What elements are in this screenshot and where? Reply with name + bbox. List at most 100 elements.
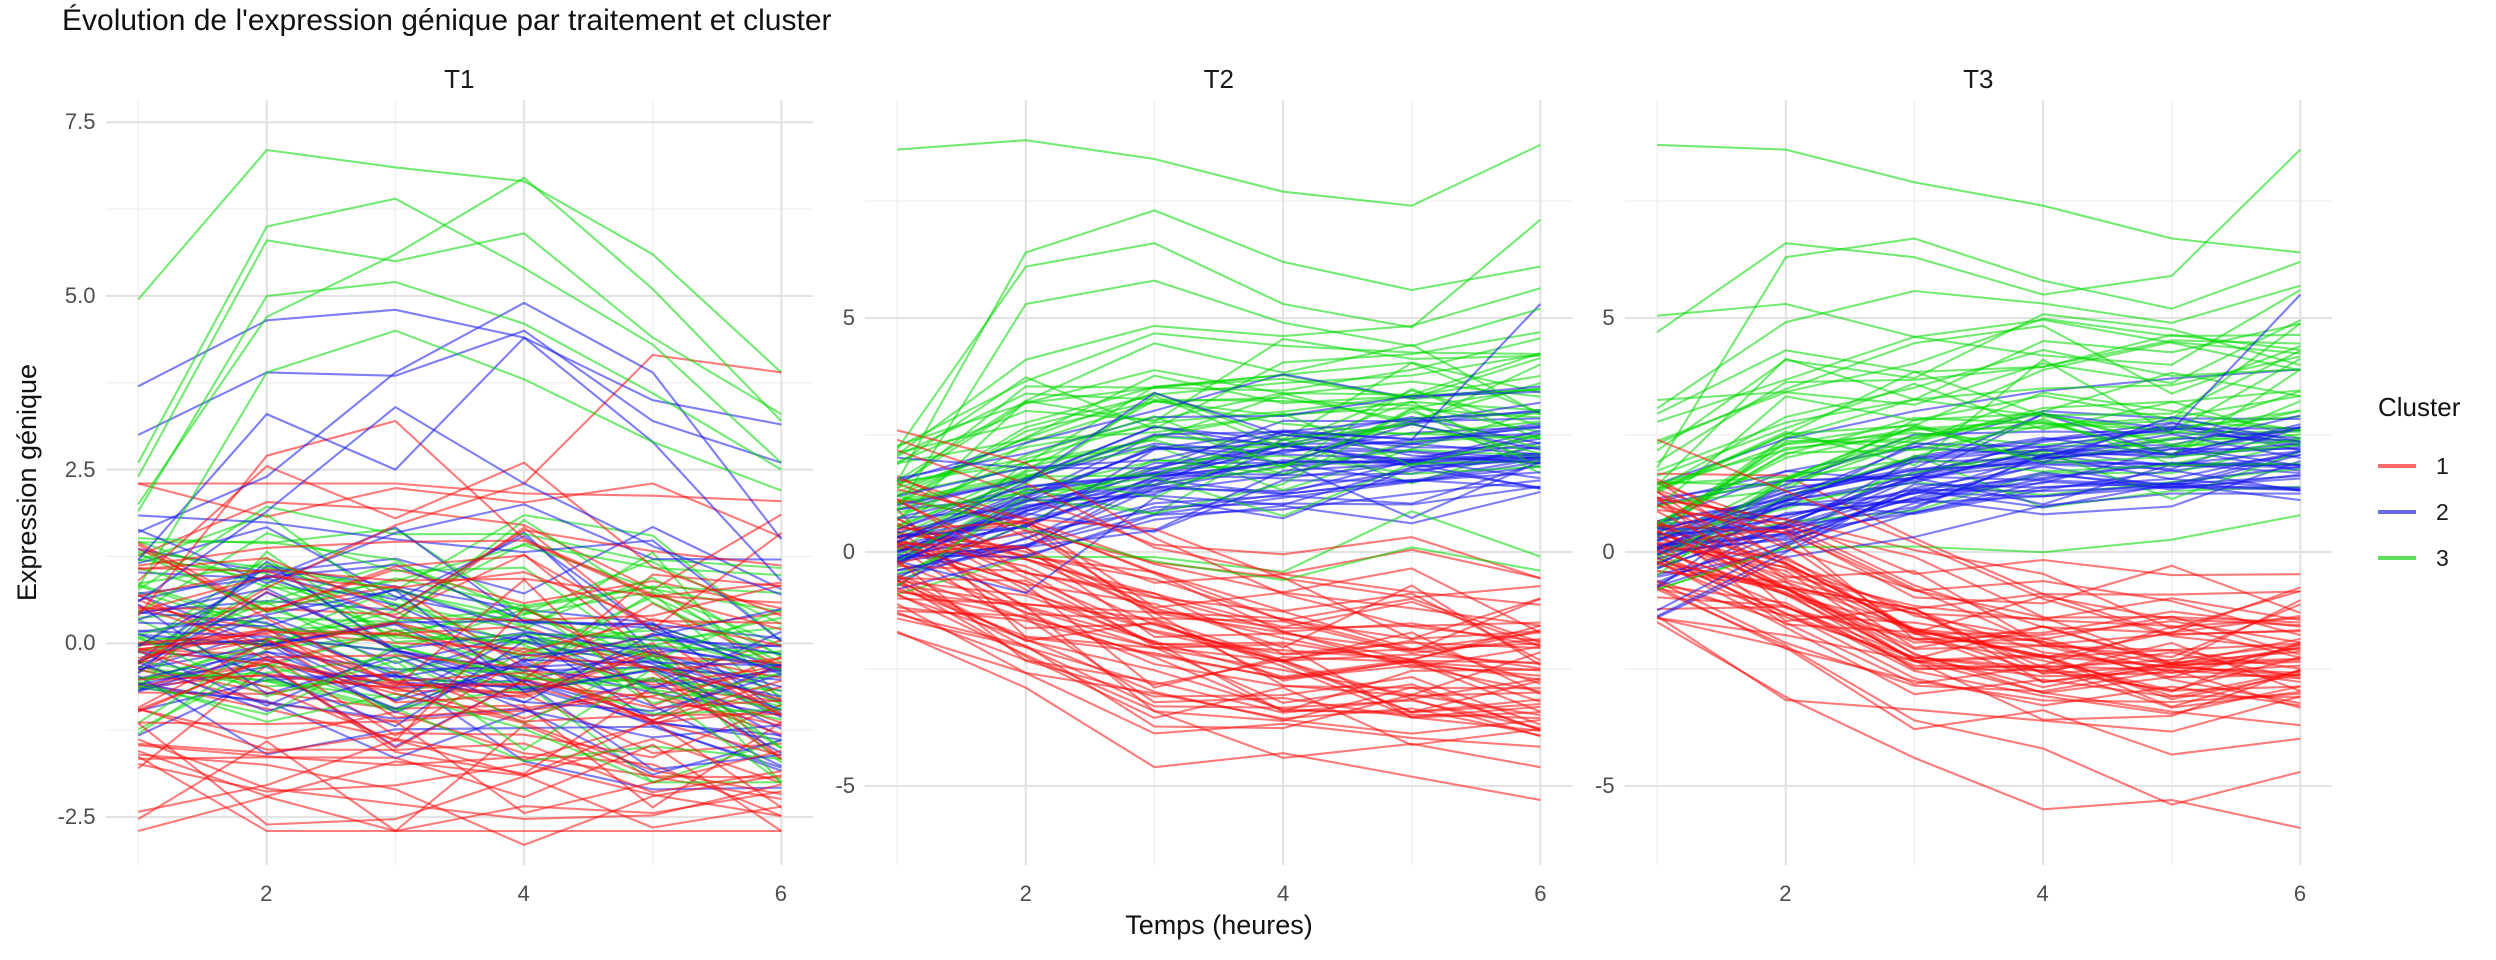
chart-line-cluster-1 [896, 530, 1541, 696]
facet-panel-t1 [105, 100, 813, 865]
chart-line-cluster-3 [1656, 430, 2300, 491]
chart-line-cluster-1 [896, 630, 1541, 802]
chart-line-cluster-3 [896, 352, 1541, 463]
y-tick-label: 2.5 [64, 456, 96, 482]
chart-line-cluster-1 [1656, 504, 2301, 644]
facet-strip-t3: T3 [1963, 64, 1994, 94]
chart-line-cluster-1 [137, 607, 782, 760]
chart-line-cluster-3 [1656, 324, 2301, 445]
chart-line-cluster-1 [1656, 531, 2300, 646]
chart-line-cluster-1 [137, 719, 782, 826]
chart-line-cluster-1 [1656, 560, 2300, 675]
chart-line-cluster-1 [896, 429, 1541, 642]
chart-line-cluster-1 [896, 575, 1541, 718]
chart-line-cluster-1 [1656, 560, 2301, 698]
chart-line-cluster-1 [137, 762, 781, 818]
facet-panel-t2 [865, 100, 1573, 865]
facet-strip-t1: T1 [444, 64, 475, 94]
chart-line-cluster-2 [1656, 492, 2300, 619]
legend-item-label: 2 [2436, 498, 2449, 525]
chart-line-cluster-1 [137, 566, 782, 622]
chart-line-cluster-1 [137, 708, 782, 817]
chart-line-cluster-3 [1656, 148, 2301, 333]
chart-line-cluster-1 [1656, 615, 2301, 733]
chart-line-cluster-3 [897, 139, 1541, 207]
chart-line-cluster-3 [1656, 319, 2301, 442]
chart-line-cluster-2 [896, 437, 1541, 542]
chart-line-cluster-3 [896, 357, 1541, 454]
chart-line-cluster-1 [137, 482, 781, 503]
chart-line-cluster-2 [896, 431, 1541, 498]
chart-line-cluster-2 [137, 406, 782, 603]
chart-line-cluster-1 [896, 611, 1541, 738]
chart-line-cluster-1 [137, 658, 781, 796]
chart-line-cluster-3 [1656, 358, 2301, 492]
chart-line-cluster-2 [1656, 473, 2300, 550]
chart-line-cluster-1 [896, 529, 1541, 653]
y-tick-label: 0 [1602, 538, 1615, 564]
chart-line-cluster-3 [136, 148, 782, 374]
chart-line-cluster-1 [137, 720, 782, 815]
y-tick-label: 7.5 [64, 109, 96, 135]
chart-line-cluster-2 [1656, 426, 2301, 547]
cluster-1-line-swatch-icon [2378, 464, 2416, 468]
chart-line-cluster-1 [1656, 490, 2300, 624]
chart-line-cluster-1 [137, 795, 781, 833]
chart-line-cluster-3 [137, 663, 781, 763]
legend-item-label: 3 [2436, 544, 2449, 571]
chart-line-cluster-1 [137, 750, 781, 829]
chart-line-cluster-1 [137, 353, 781, 666]
chart-line-cluster-2 [896, 423, 1541, 534]
chart-line-cluster-2 [136, 336, 782, 582]
chart-line-cluster-1 [1656, 530, 2301, 678]
chart-line-cluster-3 [136, 232, 782, 478]
chart-line-cluster-1 [137, 633, 782, 722]
chart-line-cluster-3 [1656, 368, 2301, 485]
chart-line-cluster-1 [896, 542, 1541, 666]
x-tick-label: 6 [774, 881, 787, 906]
chart-line-cluster-2 [137, 563, 782, 676]
chart-line-cluster-2 [137, 651, 782, 703]
chart-line-cluster-1 [137, 648, 781, 749]
chart-line-cluster-3 [896, 494, 1541, 582]
chart-line-cluster-2 [1656, 415, 2301, 542]
y-tick-label: -2.5 [57, 804, 96, 830]
chart-line-cluster-2 [897, 479, 1541, 559]
chart-line-cluster-3 [1656, 417, 2301, 557]
chart-line-cluster-2 [137, 615, 781, 741]
chart-line-cluster-1 [137, 571, 781, 625]
chart-line-cluster-3 [1656, 425, 2300, 564]
chart-line-cluster-1 [137, 543, 782, 727]
legend-item-label: 1 [2436, 452, 2449, 479]
chart-line-cluster-1 [896, 593, 1541, 769]
legend-title: Cluster [2378, 392, 2461, 422]
chart-line-cluster-1 [137, 753, 781, 846]
chart-line-cluster-1 [896, 488, 1541, 634]
chart-line-cluster-3 [136, 176, 782, 505]
chart-line-cluster-3 [137, 562, 781, 655]
chart-line-cluster-3 [1656, 333, 2301, 464]
chart-line-cluster-3 [137, 544, 781, 613]
chart-line-cluster-3 [896, 332, 1541, 449]
chart-line-cluster-1 [1656, 621, 2301, 830]
chart-line-cluster-3 [1656, 357, 2301, 536]
y-tick-label: 5 [842, 305, 855, 331]
x-axis-title: Temps (heures) [1125, 910, 1313, 940]
chart-line-cluster-3 [896, 460, 1541, 587]
chart-line-cluster-1 [897, 498, 1541, 655]
chart-line-cluster-1 [897, 579, 1541, 713]
chart-line-cluster-1 [1656, 497, 2300, 577]
chart-line-cluster-3 [1656, 382, 2300, 477]
chart-line-cluster-3 [1656, 289, 2301, 366]
chart-line-cluster-3 [1656, 143, 2301, 254]
y-tick-label: 0.0 [64, 630, 96, 656]
chart-line-cluster-1 [137, 627, 782, 717]
chart-line-cluster-2 [896, 303, 1542, 539]
chart-line-cluster-1 [137, 666, 782, 723]
chart-line-cluster-1 [137, 681, 781, 761]
y-tick-label: -5 [1595, 772, 1615, 798]
x-tick-label: 2 [1779, 881, 1792, 906]
chart-line-cluster-3 [896, 209, 1541, 483]
chart-line-cluster-3 [1656, 412, 2300, 577]
chart-line-cluster-2 [1656, 293, 2301, 549]
